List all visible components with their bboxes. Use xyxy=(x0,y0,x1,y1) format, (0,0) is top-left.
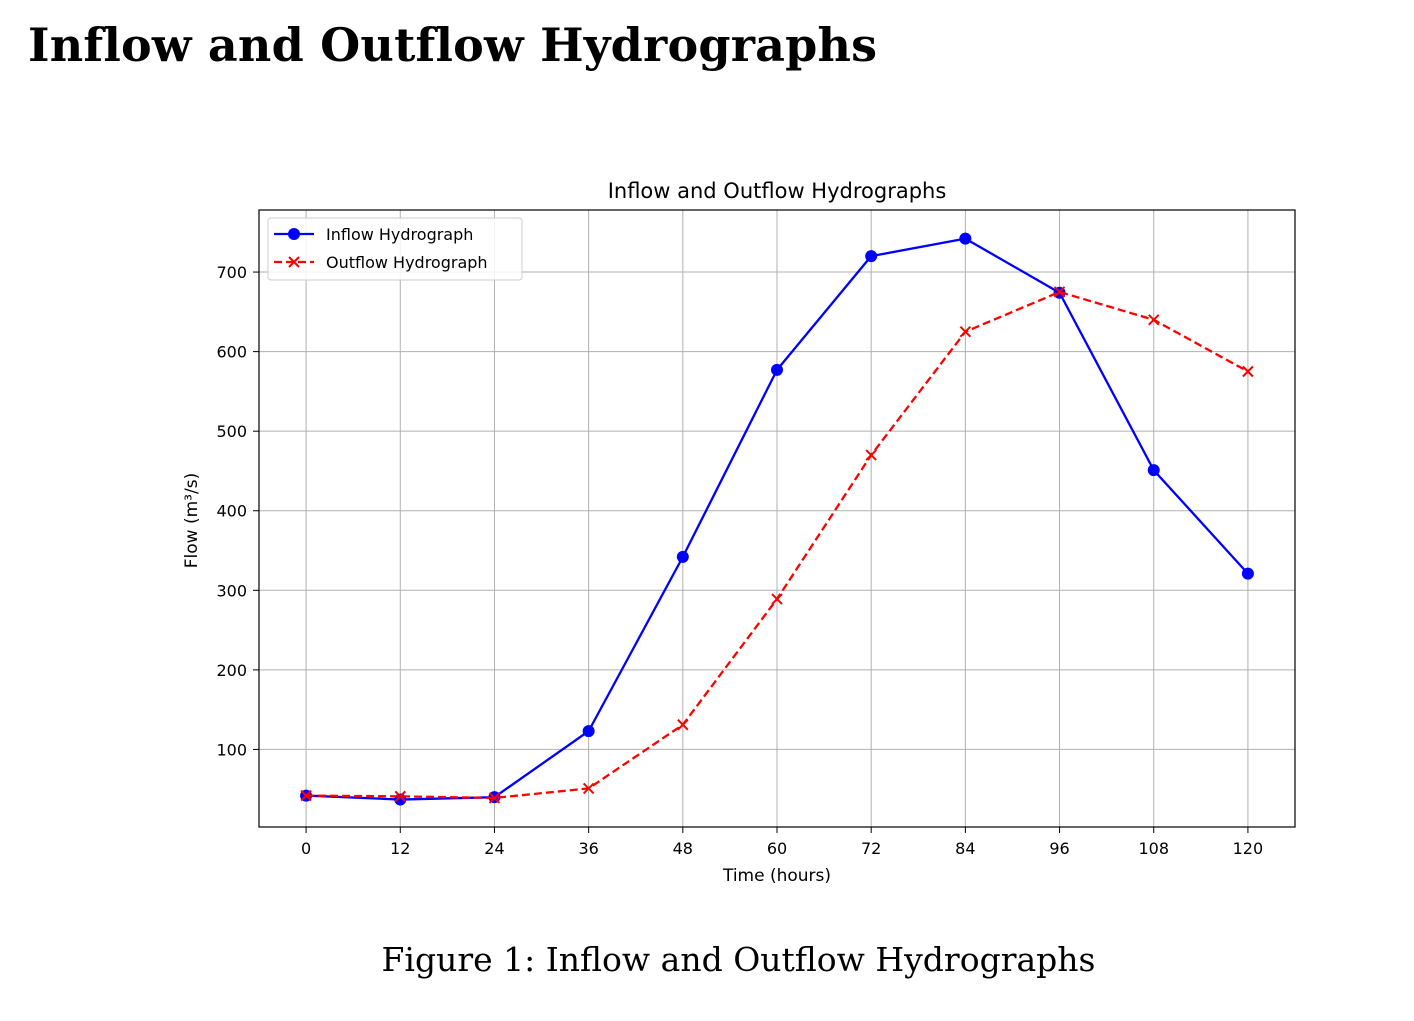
inflow-hydrograph-point xyxy=(582,725,595,738)
x-marker-stroke xyxy=(394,790,406,803)
x-marker-stroke xyxy=(1053,286,1066,298)
inflow-hydrograph-point xyxy=(1241,567,1254,580)
x-marker-stroke xyxy=(771,593,783,605)
x-marker-stroke xyxy=(959,326,972,338)
legend-outflow-hydrograph-label: Outflow Hydrograph xyxy=(326,253,488,272)
document-heading: Inflow and Outflow Hydrographs xyxy=(28,18,878,72)
outflow-hydrograph-point xyxy=(394,790,406,803)
x-tick-label: 72 xyxy=(861,839,881,858)
inflow-hydrograph-point xyxy=(1147,464,1160,477)
x-marker-stroke xyxy=(1148,314,1160,326)
y-tick-label: 500 xyxy=(216,422,247,441)
hydrograph-chart: 0 12 24 36 48 60 72 84 96 108 120 100 200 300 400 500 60… xyxy=(182,179,1296,886)
grid-lines xyxy=(259,210,1295,827)
y-tick-label: 300 xyxy=(216,581,247,600)
x-tick-label: 84 xyxy=(955,839,975,858)
outflow-hydrograph-point xyxy=(1242,365,1254,378)
x-tick-label: 12 xyxy=(390,839,410,858)
chart-title: Inflow and Outflow Hydrographs xyxy=(608,179,947,203)
outflow-hydrograph-point xyxy=(771,593,783,605)
outflow-hydrograph-point xyxy=(1148,314,1160,326)
series-layer xyxy=(300,232,1254,806)
legend-outflow-hydrograph-marker xyxy=(288,256,300,268)
outflow-hydrograph-point xyxy=(865,449,877,461)
x-marker-stroke xyxy=(582,782,595,795)
outflow-hydrograph-series xyxy=(300,286,1254,804)
x-marker-stroke xyxy=(865,449,877,461)
outflow-hydrograph-point xyxy=(959,326,972,338)
x-tick-label: 60 xyxy=(767,839,787,858)
x-tick-label: 120 xyxy=(1233,839,1264,858)
outflow-hydrograph-point xyxy=(582,782,595,795)
x-marker-stroke xyxy=(488,792,501,804)
legend-inflow-hydrograph-label: Inflow Hydrograph xyxy=(326,225,473,244)
legend-inflow-hydrograph-marker xyxy=(288,228,300,240)
inflow-hydrograph-point xyxy=(676,550,689,563)
legend-box xyxy=(267,217,523,281)
outflow-hydrograph-point xyxy=(300,789,312,802)
y-tick-label: 700 xyxy=(216,263,247,282)
x-tick-label: 96 xyxy=(1049,839,1069,858)
inflow-hydrograph-point xyxy=(865,250,878,263)
inflow-hydrograph-point xyxy=(959,232,972,245)
legend: Inflow Hydrograph Outflow Hydrograph xyxy=(267,217,523,281)
x-marker-stroke xyxy=(677,719,689,731)
x-marker-stroke xyxy=(300,789,312,802)
figure-caption: Figure 1: Inflow and Outflow Hydrographs xyxy=(381,940,1096,979)
x-tick-label: 36 xyxy=(578,839,598,858)
y-tick-label: 400 xyxy=(216,502,247,521)
y-tick-label: 100 xyxy=(216,740,247,759)
outflow-hydrograph-point xyxy=(677,719,689,731)
y-tick-label: 200 xyxy=(216,661,247,680)
inflow-hydrograph-point xyxy=(771,363,783,376)
x-tick-label: 48 xyxy=(673,839,693,858)
x-tick-label: 0 xyxy=(301,839,311,858)
y-tick-label: 600 xyxy=(216,343,247,362)
axis-ticks: 0 12 24 36 48 60 72 84 96 108 120 100 200 300 400 500 60… xyxy=(216,263,1263,858)
outflow-hydrograph-point xyxy=(488,792,501,804)
x-marker-stroke xyxy=(288,256,300,268)
x-axis-label: Time (hours) xyxy=(722,866,831,886)
outflow-hydrograph-point xyxy=(1053,286,1066,298)
y-axis-label: Flow (m³/s) xyxy=(182,473,202,568)
x-tick-label: 108 xyxy=(1138,839,1169,858)
x-marker-stroke xyxy=(1242,365,1254,378)
x-tick-label: 24 xyxy=(484,839,504,858)
